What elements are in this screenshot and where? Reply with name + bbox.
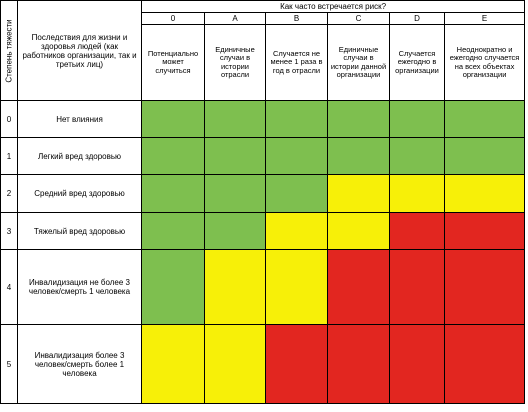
frequency-code-d: D	[389, 12, 445, 25]
severity-level: 5	[0, 324, 18, 404]
frequency-code-0: 0	[141, 12, 205, 25]
risk-cell-green-a	[204, 100, 266, 138]
consequence-label: Легкий вред здоровью	[17, 137, 142, 175]
severity-row-3: 3 Тяжелый вред здоровью	[0, 212, 526, 250]
risk-cell-red-c	[327, 249, 390, 325]
risk-cell-green-c	[327, 137, 390, 175]
severity-row-1: 1 Легкий вред здоровью	[0, 137, 526, 175]
risk-cell-yellow-a	[204, 249, 266, 325]
frequency-desc-e: Неоднократно и ежегодно случается на все…	[443, 24, 526, 101]
risk-matrix-body: 0 Нет влияния 1 Легкий вред здоровью 2 Средни…	[0, 100, 526, 404]
consequence-label: Инвалидизация не более 3 человек/смерть …	[17, 249, 142, 325]
risk-cell-green-b	[265, 137, 328, 175]
frequency-code-e: E	[443, 12, 526, 25]
frequency-code-a: A	[204, 12, 266, 25]
severity-row-2: 2 Средний вред здоровью	[0, 174, 526, 213]
severity-row-0: 0 Нет влияния	[0, 100, 526, 138]
risk-cell-green-0	[141, 137, 205, 175]
risk-cell-green-e	[443, 137, 526, 175]
risk-cell-red-d	[389, 212, 445, 250]
risk-cell-green-b	[265, 174, 328, 213]
severity-header: Степень тяжести	[0, 0, 18, 101]
risk-cell-green-c	[327, 100, 390, 138]
risk-cell-green-0	[141, 174, 205, 213]
risk-cell-green-e	[443, 100, 526, 138]
risk-cell-red-e	[443, 212, 526, 250]
severity-level: 2	[0, 174, 18, 213]
frequency-desc-0: Потенциально может случиться	[141, 24, 205, 101]
severity-level: 3	[0, 212, 18, 250]
risk-cell-green-d	[389, 100, 445, 138]
risk-cell-red-b	[265, 324, 328, 404]
risk-cell-green-0	[141, 212, 205, 250]
consequence-label: Нет влияния	[17, 100, 142, 138]
risk-matrix-table: Степень тяжести Последствия для жизни и …	[0, 0, 526, 404]
severity-level: 4	[0, 249, 18, 325]
risk-cell-green-0	[141, 249, 205, 325]
risk-cell-yellow-e	[443, 174, 526, 213]
risk-cell-red-c	[327, 324, 390, 404]
frequency-desc-a: Единичные случаи в истории отрасли	[204, 24, 266, 101]
risk-cell-yellow-b	[265, 212, 328, 250]
frequency-desc-c: Единичные случаи в истории данной органи…	[327, 24, 390, 101]
frequency-header: Как часто встречается риск?	[140, 0, 526, 13]
risk-cell-yellow-d	[389, 174, 445, 213]
risk-cell-green-a	[204, 174, 266, 213]
risk-cell-yellow-c	[327, 174, 390, 213]
risk-cell-yellow-b	[265, 249, 328, 325]
risk-cell-green-0	[141, 100, 205, 138]
frequency-code-c: C	[327, 12, 390, 25]
severity-row-4: 4 Инвалидизация не более 3 человек/смерть…	[0, 249, 526, 325]
risk-cell-green-b	[265, 100, 328, 138]
frequency-desc-b: Случается не менее 1 раза в год в отрасл…	[265, 24, 328, 101]
risk-cell-green-d	[389, 137, 445, 175]
risk-cell-red-e	[443, 249, 526, 325]
severity-level: 1	[0, 137, 18, 175]
consequence-label: Инвалидизация более 3 человек/смерть бол…	[17, 324, 142, 404]
risk-cell-green-a	[204, 212, 266, 250]
risk-cell-red-e	[443, 324, 526, 404]
severity-row-5: 5 Инвалидизация более 3 человек/смерть бо…	[0, 324, 526, 404]
risk-cell-red-d	[389, 324, 445, 404]
risk-cell-yellow-c	[327, 212, 390, 250]
risk-cell-green-a	[204, 137, 266, 175]
frequency-code-b: B	[265, 12, 328, 25]
risk-cell-yellow-0	[141, 324, 205, 404]
frequency-desc-d: Случается ежегодно в организации	[389, 24, 445, 101]
severity-level: 0	[0, 100, 18, 138]
consequences-header: Последствия для жизни и здоровья людей (…	[17, 0, 142, 101]
risk-cell-red-d	[389, 249, 445, 325]
consequence-label: Тяжелый вред здоровью	[17, 212, 142, 250]
risk-cell-yellow-a	[204, 324, 266, 404]
consequence-label: Средний вред здоровью	[17, 174, 142, 213]
